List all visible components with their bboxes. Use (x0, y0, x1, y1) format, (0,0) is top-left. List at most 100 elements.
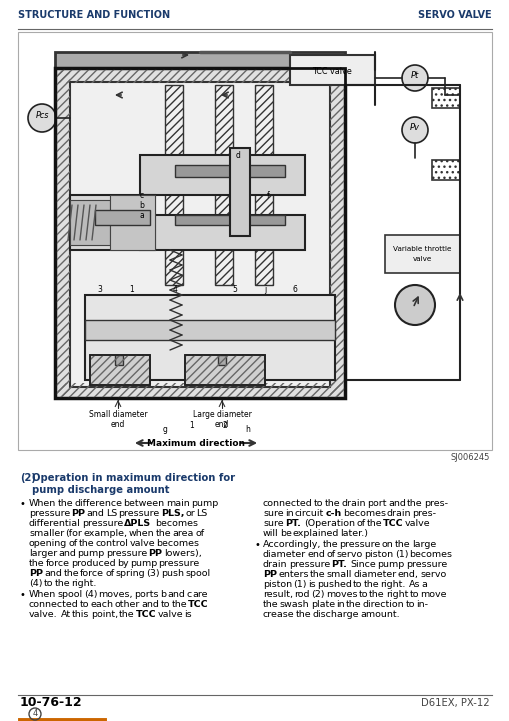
Text: 4: 4 (32, 709, 38, 719)
Text: TCC valve: TCC valve (312, 66, 351, 76)
Bar (254, 85, 272, 285)
Text: push: push (161, 569, 184, 578)
Text: f: f (266, 190, 269, 200)
Text: g: g (162, 425, 167, 435)
Text: in: in (335, 600, 344, 609)
Text: becomes: becomes (409, 550, 451, 559)
Text: to: to (160, 600, 170, 609)
Text: connected: connected (29, 600, 78, 609)
Text: PLS,: PLS, (160, 509, 184, 518)
Text: pressure: pressure (106, 549, 147, 558)
Text: Since: Since (350, 560, 375, 569)
Text: SJ006245: SJ006245 (450, 453, 489, 462)
Text: the: the (363, 580, 379, 589)
Text: c-h: c-h (325, 509, 341, 518)
Text: pump: pump (190, 499, 218, 508)
Text: the: the (29, 559, 45, 568)
Bar (55, 68, 344, 398)
Bar (384, 235, 459, 273)
Text: sure: sure (263, 519, 283, 528)
Text: servo: servo (419, 570, 445, 579)
Text: j: j (263, 286, 266, 294)
Text: to: to (44, 579, 53, 588)
Bar (55, 383, 344, 398)
Text: Accordingly,: Accordingly, (263, 540, 321, 549)
Bar (185, 355, 265, 385)
Text: b: b (139, 200, 144, 210)
Text: control: control (96, 539, 128, 548)
Text: PT.: PT. (330, 560, 347, 569)
Text: h: h (245, 425, 250, 435)
Text: Pt: Pt (410, 71, 418, 79)
Text: moves: moves (325, 590, 356, 599)
Bar (140, 155, 304, 195)
Text: direction: direction (362, 600, 404, 609)
Text: example,: example, (83, 529, 127, 538)
Text: the: the (79, 539, 94, 548)
Text: the: the (322, 540, 337, 549)
Text: (3): (3) (146, 569, 160, 578)
Text: b: b (160, 590, 165, 599)
Text: and: and (59, 549, 76, 558)
Bar (18, 32, 491, 450)
Text: 10-76-12: 10-76-12 (20, 696, 82, 709)
Text: the: the (345, 600, 361, 609)
Text: pressure: pressure (405, 560, 446, 569)
Text: SERVO VALVE: SERVO VALVE (417, 10, 491, 20)
Text: rod: rod (294, 590, 309, 599)
Bar (215, 85, 233, 285)
Text: 6: 6 (292, 286, 297, 294)
Text: (Operation: (Operation (303, 519, 354, 528)
Text: c: c (186, 590, 191, 599)
Text: the: the (63, 569, 79, 578)
Text: lowers),: lowers), (163, 549, 201, 558)
Text: When: When (29, 590, 56, 599)
Text: is: is (184, 610, 192, 619)
Text: point,: point, (91, 610, 118, 619)
Text: becomes: becomes (154, 519, 197, 528)
Bar (55, 68, 70, 398)
Text: LS: LS (196, 509, 207, 518)
Text: PP: PP (263, 570, 276, 579)
Bar (329, 68, 344, 398)
Text: PT.: PT. (285, 519, 300, 528)
Text: discharge: discharge (312, 610, 358, 619)
Text: circuit: circuit (294, 509, 323, 518)
Text: (1): (1) (293, 580, 306, 589)
Text: pres-: pres- (412, 509, 436, 518)
Text: the: the (369, 590, 384, 599)
Text: port: port (366, 499, 386, 508)
Text: end: end (307, 550, 325, 559)
Bar (217, 355, 225, 365)
Text: pump: pump (77, 549, 105, 558)
Text: the: the (309, 570, 325, 579)
Text: right: right (385, 590, 408, 599)
Text: LS: LS (105, 509, 117, 518)
Text: end,: end, (397, 570, 418, 579)
Bar (175, 165, 285, 177)
Text: Maximum direction: Maximum direction (147, 438, 244, 448)
Circle shape (28, 104, 56, 132)
Text: When: When (29, 499, 56, 508)
Text: enters: enters (278, 570, 308, 579)
Text: pressure: pressure (158, 559, 199, 568)
Text: At: At (61, 610, 71, 619)
Text: connected: connected (263, 499, 312, 508)
Text: D61EX, PX-12: D61EX, PX-12 (420, 698, 489, 708)
Text: pressure: pressure (288, 560, 329, 569)
Text: diameter: diameter (263, 550, 305, 559)
Text: and: and (44, 569, 62, 578)
Bar (175, 215, 285, 225)
Bar (431, 88, 459, 108)
Text: 2: 2 (222, 420, 227, 430)
Bar (185, 355, 265, 385)
Text: force: force (80, 569, 104, 578)
Bar (70, 82, 329, 387)
Text: main: main (165, 499, 189, 508)
Bar (55, 52, 344, 70)
Text: the: the (263, 600, 278, 609)
Text: ΔPLS: ΔPLS (124, 519, 151, 528)
Text: spool: spool (58, 590, 82, 599)
Text: spool: spool (185, 569, 210, 578)
Text: each: each (91, 600, 114, 609)
